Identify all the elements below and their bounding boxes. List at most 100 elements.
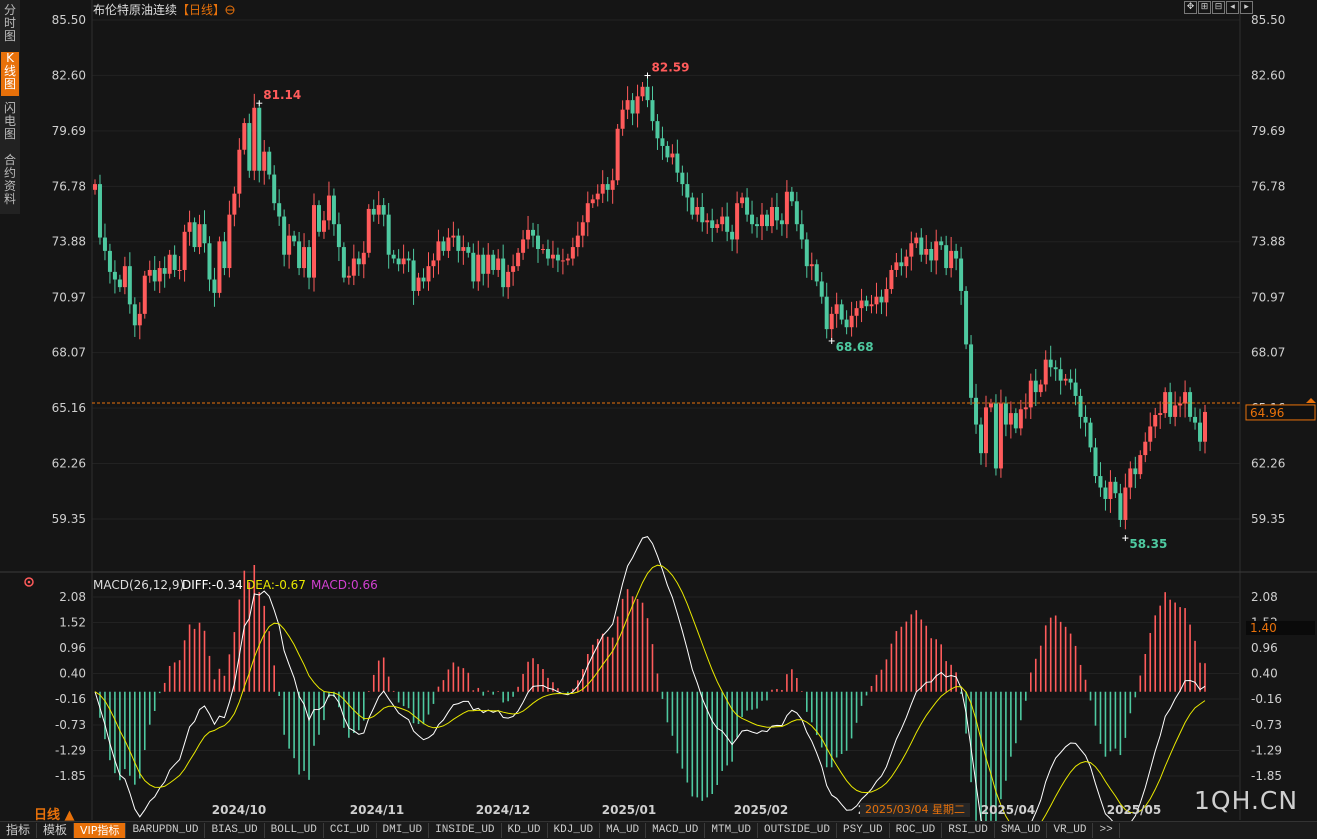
candle-down: [1093, 447, 1098, 477]
indicator-tab-dmi-ud[interactable]: DMI_UD: [377, 823, 430, 838]
indicator-tab-ma-ud[interactable]: MA_UD: [600, 823, 647, 838]
candle-down: [974, 397, 979, 425]
indicator-tab-roc-ud[interactable]: ROC_UD: [890, 823, 943, 838]
indicator-tab-vr-ud[interactable]: VR_UD: [1047, 823, 1094, 838]
indicator-tab-inside-ud[interactable]: INSIDE_UD: [429, 823, 502, 838]
indicator-tab--[interactable]: >>: [1093, 823, 1120, 838]
candle-down: [396, 258, 401, 265]
last-price-label: 64.96: [1250, 406, 1284, 420]
restore-icon[interactable]: ⊟: [1212, 1, 1225, 14]
price-tick-label-right: 79.69: [1251, 124, 1285, 138]
indicator-tab-sma-ud[interactable]: SMA_UD: [995, 823, 1048, 838]
candle-down: [824, 296, 829, 330]
macd-tick-label: 1.52: [59, 616, 86, 630]
candle-down: [192, 222, 197, 248]
candle-down: [839, 304, 844, 320]
dea-line: [94, 564, 1206, 837]
candle-down: [555, 254, 560, 261]
indicator-tab--[interactable]: 模板: [37, 823, 75, 838]
period-selector[interactable]: 日线 ▲: [34, 808, 75, 823]
indicator-tab-kd-ud[interactable]: KD_UD: [502, 823, 548, 838]
candle-down: [292, 235, 297, 242]
indicator-tab-cci-ud[interactable]: CCI_UD: [324, 823, 377, 838]
candle-down: [789, 191, 794, 202]
macd-current-value: 1.40: [1250, 621, 1277, 635]
candle-down: [919, 237, 924, 255]
candle-down: [107, 250, 112, 272]
price-tick-label: 79.69: [52, 124, 86, 138]
indicator-tab-boll-ud[interactable]: BOLL_UD: [265, 823, 324, 838]
candle-down: [730, 231, 735, 240]
candle-down: [1188, 392, 1193, 417]
x-tick-label: 2024/10: [212, 803, 266, 817]
candle-up: [988, 403, 993, 408]
candle-down: [1033, 380, 1038, 393]
macd-label: MACD(26,12,9): [93, 578, 184, 592]
candle-down: [819, 281, 824, 297]
candle-up: [351, 258, 356, 276]
candle-down: [257, 107, 262, 171]
candle-down: [665, 145, 670, 158]
candle-up: [446, 237, 451, 251]
indicator-tab-bias-ud[interactable]: BIAS_UD: [205, 823, 265, 838]
expand-icon[interactable]: ✥: [1184, 1, 1197, 14]
indicator-tab-psy-ud[interactable]: PSY_UD: [837, 823, 890, 838]
fit-icon[interactable]: ⊞: [1198, 1, 1211, 14]
candle-up: [401, 258, 406, 265]
candle-up: [1043, 359, 1048, 385]
candle-down: [545, 248, 550, 259]
prev-icon[interactable]: ◂: [1226, 1, 1239, 14]
candle-down: [471, 252, 476, 282]
indicator-tab-vip-[interactable]: VIP指标: [74, 823, 127, 838]
indicator-tab-mtm-ud[interactable]: MTM_UD: [705, 823, 758, 838]
macd-header: MACD(26,12,9) DIFF:-0.34 DEA:-0.67 MACD:…: [24, 577, 378, 592]
indicator-tab-outside-ud[interactable]: OUTSIDE_UD: [758, 823, 838, 838]
candle-down: [1083, 416, 1088, 423]
candle-down: [212, 279, 217, 293]
candle-up: [217, 241, 222, 293]
tab-kline-chart[interactable]: K 线 图: [1, 52, 19, 96]
candle-down: [1003, 403, 1008, 425]
indicator-settings-icon[interactable]: [24, 577, 34, 587]
x-tick-label: 2025/02: [734, 803, 788, 817]
candle-down: [132, 304, 137, 326]
candle-down: [745, 197, 750, 215]
candle-up: [705, 220, 710, 223]
candle-down: [97, 184, 102, 238]
candle-up: [590, 199, 595, 204]
indicator-tab-rsi-ud[interactable]: RSI_UD: [942, 823, 995, 838]
candle-down: [1113, 481, 1118, 494]
price-tick-label-right: 62.26: [1251, 456, 1285, 470]
tab-contract-info[interactable]: 合 约 资 料: [3, 153, 16, 206]
candle-down: [690, 197, 695, 215]
indicator-bar: 指标 模板 VIP指标 BARUPDN_UD BIAS_UD BOLL_UD CCI_UD D…: [0, 821, 1317, 839]
candle-down: [481, 254, 486, 274]
candle-down: [267, 151, 272, 175]
macd-diff-value: DIFF:-0.34: [182, 578, 243, 592]
candle-down: [799, 224, 804, 240]
candle-up: [451, 235, 456, 238]
indicator-tab-macd-ud[interactable]: MACD_UD: [646, 823, 706, 838]
tab-tick-chart[interactable]: 分 时 图: [3, 3, 16, 43]
candle-down: [297, 241, 302, 269]
candle-down: [162, 268, 167, 274]
indicator-tab--[interactable]: 指标: [0, 823, 38, 838]
candle-down: [710, 220, 715, 228]
candle-down: [959, 258, 964, 291]
tab-flash-chart[interactable]: 闪 电 图: [3, 101, 16, 141]
next-icon[interactable]: ▸: [1240, 1, 1253, 14]
candle-down: [127, 266, 132, 305]
chart-toolbar: ✥ ⊞ ⊟ ◂ ▸: [1184, 1, 1253, 15]
candle-down: [536, 235, 541, 249]
indicator-tab-barupdn-ud[interactable]: BARUPDN_UD: [126, 823, 206, 838]
price-tick-label: 82.60: [52, 68, 86, 82]
macd-current-box: [1246, 620, 1315, 635]
price-tick-label: 62.26: [52, 456, 86, 470]
candle-up: [695, 207, 700, 215]
candle-up: [506, 271, 511, 288]
candle-up: [565, 258, 570, 261]
candle-up: [635, 96, 640, 114]
indicator-settings-icon-dot: [27, 580, 31, 584]
indicator-tab-kdj-ud[interactable]: KDJ_UD: [548, 823, 601, 838]
